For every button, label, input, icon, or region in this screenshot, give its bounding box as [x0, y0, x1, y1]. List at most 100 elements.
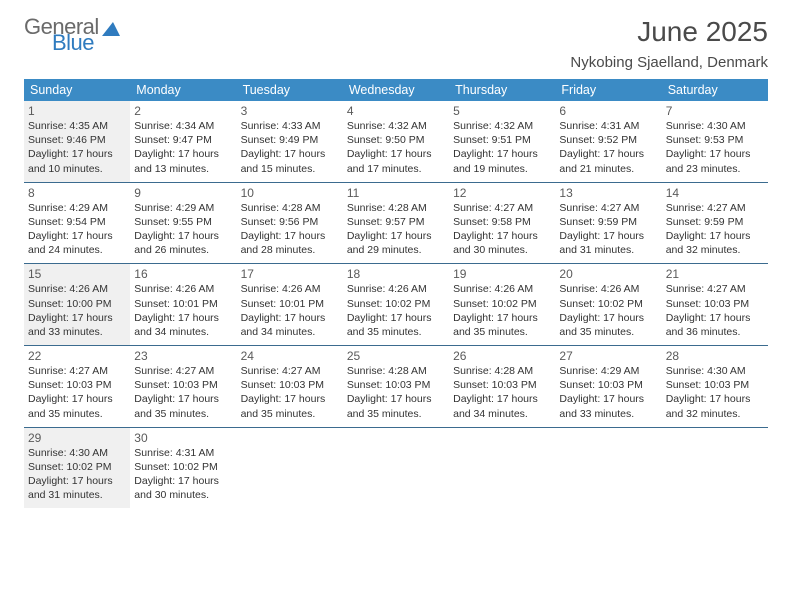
- sunrise-line: Sunrise: 4:26 AM: [134, 282, 232, 296]
- daylight-line-2: and 15 minutes.: [241, 162, 339, 176]
- sunrise-line: Sunrise: 4:31 AM: [134, 446, 232, 460]
- weekday-header: Monday: [130, 79, 236, 101]
- daylight-line-1: Daylight: 17 hours: [666, 311, 764, 325]
- daylight-line-1: Daylight: 17 hours: [559, 147, 657, 161]
- sunrise-line: Sunrise: 4:26 AM: [559, 282, 657, 296]
- title-block: June 2025 Nykobing Sjaelland, Denmark: [570, 16, 768, 71]
- daylight-line-2: and 26 minutes.: [134, 243, 232, 257]
- daylight-line-2: and 32 minutes.: [666, 407, 764, 421]
- day-number: 13: [559, 186, 657, 200]
- daylight-line-2: and 35 minutes.: [347, 407, 445, 421]
- weekday-header: Sunday: [24, 79, 130, 101]
- sunrise-line: Sunrise: 4:33 AM: [241, 119, 339, 133]
- weekday-header: Tuesday: [237, 79, 343, 101]
- daylight-line-2: and 36 minutes.: [666, 325, 764, 339]
- calendar-day: 28Sunrise: 4:30 AMSunset: 10:03 PMDaylig…: [662, 346, 768, 427]
- day-number: 20: [559, 267, 657, 281]
- calendar-day-empty: [555, 428, 661, 509]
- daylight-line-1: Daylight: 17 hours: [347, 311, 445, 325]
- sunset-line: Sunset: 9:51 PM: [453, 133, 551, 147]
- calendar-day: 1Sunrise: 4:35 AMSunset: 9:46 PMDaylight…: [24, 101, 130, 182]
- day-number: 7: [666, 104, 764, 118]
- sunset-line: Sunset: 10:03 PM: [453, 378, 551, 392]
- daylight-line-2: and 19 minutes.: [453, 162, 551, 176]
- sunset-line: Sunset: 10:02 PM: [134, 460, 232, 474]
- calendar-day: 11Sunrise: 4:28 AMSunset: 9:57 PMDayligh…: [343, 183, 449, 264]
- calendar-day: 4Sunrise: 4:32 AMSunset: 9:50 PMDaylight…: [343, 101, 449, 182]
- day-number: 14: [666, 186, 764, 200]
- sunrise-line: Sunrise: 4:35 AM: [28, 119, 126, 133]
- daylight-line-2: and 10 minutes.: [28, 162, 126, 176]
- sunset-line: Sunset: 9:55 PM: [134, 215, 232, 229]
- daylight-line-2: and 35 minutes.: [28, 407, 126, 421]
- sunset-line: Sunset: 10:03 PM: [666, 378, 764, 392]
- daylight-line-2: and 33 minutes.: [28, 325, 126, 339]
- calendar-day: 2Sunrise: 4:34 AMSunset: 9:47 PMDaylight…: [130, 101, 236, 182]
- daylight-line-1: Daylight: 17 hours: [453, 311, 551, 325]
- sunset-line: Sunset: 10:03 PM: [134, 378, 232, 392]
- sunset-line: Sunset: 10:00 PM: [28, 297, 126, 311]
- sunrise-line: Sunrise: 4:27 AM: [666, 282, 764, 296]
- day-number: 6: [559, 104, 657, 118]
- daylight-line-1: Daylight: 17 hours: [666, 229, 764, 243]
- logo-triangle-icon: [102, 22, 122, 36]
- sunset-line: Sunset: 9:59 PM: [666, 215, 764, 229]
- day-number: 11: [347, 186, 445, 200]
- sunset-line: Sunset: 10:03 PM: [666, 297, 764, 311]
- sunset-line: Sunset: 9:54 PM: [28, 215, 126, 229]
- daylight-line-2: and 34 minutes.: [134, 325, 232, 339]
- daylight-line-1: Daylight: 17 hours: [559, 311, 657, 325]
- calendar-day: 29Sunrise: 4:30 AMSunset: 10:02 PMDaylig…: [24, 428, 130, 509]
- daylight-line-2: and 35 minutes.: [134, 407, 232, 421]
- calendar-day: 13Sunrise: 4:27 AMSunset: 9:59 PMDayligh…: [555, 183, 661, 264]
- daylight-line-1: Daylight: 17 hours: [559, 392, 657, 406]
- page-header: General Blue June 2025 Nykobing Sjaellan…: [24, 16, 768, 71]
- day-number: 4: [347, 104, 445, 118]
- day-number: 1: [28, 104, 126, 118]
- calendar-day-empty: [237, 428, 343, 509]
- daylight-line-1: Daylight: 17 hours: [134, 147, 232, 161]
- calendar-week: 8Sunrise: 4:29 AMSunset: 9:54 PMDaylight…: [24, 183, 768, 265]
- calendar-day: 17Sunrise: 4:26 AMSunset: 10:01 PMDaylig…: [237, 264, 343, 345]
- day-number: 22: [28, 349, 126, 363]
- daylight-line-1: Daylight: 17 hours: [241, 311, 339, 325]
- calendar-page: General Blue June 2025 Nykobing Sjaellan…: [0, 0, 792, 508]
- day-number: 26: [453, 349, 551, 363]
- sunset-line: Sunset: 10:02 PM: [559, 297, 657, 311]
- sunrise-line: Sunrise: 4:27 AM: [453, 201, 551, 215]
- calendar-day: 23Sunrise: 4:27 AMSunset: 10:03 PMDaylig…: [130, 346, 236, 427]
- logo: General Blue: [24, 16, 121, 54]
- daylight-line-2: and 32 minutes.: [666, 243, 764, 257]
- day-number: 10: [241, 186, 339, 200]
- day-number: 17: [241, 267, 339, 281]
- daylight-line-1: Daylight: 17 hours: [28, 392, 126, 406]
- calendar-day: 30Sunrise: 4:31 AMSunset: 10:02 PMDaylig…: [130, 428, 236, 509]
- daylight-line-1: Daylight: 17 hours: [347, 229, 445, 243]
- daylight-line-1: Daylight: 17 hours: [559, 229, 657, 243]
- page-subtitle: Nykobing Sjaelland, Denmark: [570, 54, 768, 71]
- sunrise-line: Sunrise: 4:29 AM: [559, 364, 657, 378]
- sunset-line: Sunset: 10:01 PM: [241, 297, 339, 311]
- daylight-line-2: and 35 minutes.: [453, 325, 551, 339]
- sunrise-line: Sunrise: 4:27 AM: [28, 364, 126, 378]
- calendar-day: 20Sunrise: 4:26 AMSunset: 10:02 PMDaylig…: [555, 264, 661, 345]
- daylight-line-2: and 28 minutes.: [241, 243, 339, 257]
- daylight-line-1: Daylight: 17 hours: [241, 229, 339, 243]
- daylight-line-2: and 13 minutes.: [134, 162, 232, 176]
- sunset-line: Sunset: 10:02 PM: [347, 297, 445, 311]
- daylight-line-2: and 17 minutes.: [347, 162, 445, 176]
- calendar-day: 15Sunrise: 4:26 AMSunset: 10:00 PMDaylig…: [24, 264, 130, 345]
- daylight-line-1: Daylight: 17 hours: [453, 229, 551, 243]
- day-number: 24: [241, 349, 339, 363]
- daylight-line-1: Daylight: 17 hours: [28, 474, 126, 488]
- daylight-line-1: Daylight: 17 hours: [666, 147, 764, 161]
- sunrise-line: Sunrise: 4:32 AM: [347, 119, 445, 133]
- sunrise-line: Sunrise: 4:30 AM: [666, 364, 764, 378]
- calendar-day-empty: [662, 428, 768, 509]
- sunset-line: Sunset: 9:56 PM: [241, 215, 339, 229]
- calendar-day: 24Sunrise: 4:27 AMSunset: 10:03 PMDaylig…: [237, 346, 343, 427]
- sunset-line: Sunset: 9:53 PM: [666, 133, 764, 147]
- sunrise-line: Sunrise: 4:27 AM: [241, 364, 339, 378]
- day-number: 2: [134, 104, 232, 118]
- calendar-day: 5Sunrise: 4:32 AMSunset: 9:51 PMDaylight…: [449, 101, 555, 182]
